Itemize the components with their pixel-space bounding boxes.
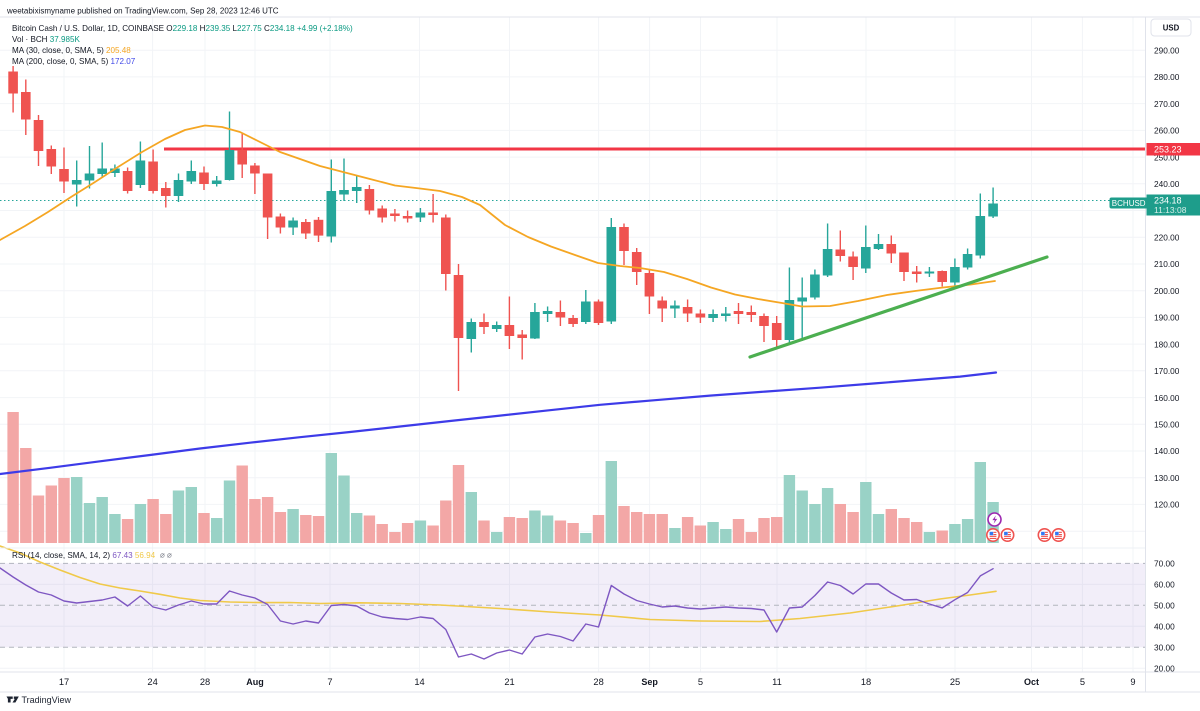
svg-text:253.23: 253.23 [1154,145,1182,155]
svg-text:180.00: 180.00 [1154,339,1180,349]
svg-text:190.00: 190.00 [1154,313,1180,323]
svg-text:120.00: 120.00 [1154,500,1180,510]
svg-text:MA (200, close, 0, SMA, 5) 172: MA (200, close, 0, SMA, 5) 172.07 [12,57,136,66]
svg-text:40.00: 40.00 [1154,622,1175,632]
svg-text:160.00: 160.00 [1154,393,1180,403]
svg-text:234.18: 234.18 [1154,196,1182,206]
svg-text:weetabixismyname published on: weetabixismyname published on TradingVie… [6,7,279,16]
svg-text:9: 9 [1130,677,1135,687]
svg-text:7: 7 [327,677,332,687]
svg-text:220.00: 220.00 [1154,232,1180,242]
svg-text:210.00: 210.00 [1154,259,1180,269]
svg-text:130.00: 130.00 [1154,473,1180,483]
svg-text:70.00: 70.00 [1154,559,1175,569]
svg-text:BCHUSD: BCHUSD [1112,199,1146,208]
svg-text:Sep: Sep [641,677,658,687]
svg-text:Oct: Oct [1024,677,1039,687]
svg-text:250.00: 250.00 [1154,152,1180,162]
svg-text:200.00: 200.00 [1154,286,1180,296]
svg-text:28: 28 [200,677,210,687]
svg-text:240.00: 240.00 [1154,179,1180,189]
svg-text:24: 24 [147,677,157,687]
svg-text:MA (30, close, 0, SMA, 5) 205.: MA (30, close, 0, SMA, 5) 205.48 [12,46,131,55]
svg-text:25: 25 [950,677,960,687]
svg-text:18: 18 [861,677,871,687]
svg-text:60.00: 60.00 [1154,580,1175,590]
svg-text:TradingView: TradingView [22,695,72,705]
svg-text:Vol · BCH 37.985K: Vol · BCH 37.985K [12,35,81,44]
svg-text:Bitcoin Cash / U.S. Dollar, 1D: Bitcoin Cash / U.S. Dollar, 1D, COINBASE… [12,24,353,33]
svg-text:290.00: 290.00 [1154,45,1180,55]
svg-text:260.00: 260.00 [1154,126,1180,136]
svg-text:14: 14 [414,677,424,687]
svg-text:RSI (14, close, SMA, 14, 2) 67: RSI (14, close, SMA, 14, 2) 67.43 56.94 [12,551,156,560]
svg-text:Aug: Aug [246,677,264,687]
svg-text:140.00: 140.00 [1154,446,1180,456]
svg-text:5: 5 [698,677,703,687]
svg-text:17: 17 [59,677,69,687]
svg-text:30.00: 30.00 [1154,642,1175,652]
svg-text:11: 11 [772,677,782,687]
svg-text:150.00: 150.00 [1154,420,1180,430]
svg-text:270.00: 270.00 [1154,99,1180,109]
svg-text:21: 21 [504,677,514,687]
svg-text:⌀ ⌀: ⌀ ⌀ [160,551,172,560]
svg-text:11:13:08: 11:13:08 [1154,205,1187,215]
svg-text:5: 5 [1080,677,1085,687]
svg-text:50.00: 50.00 [1154,601,1175,611]
svg-text:28: 28 [593,677,603,687]
svg-text:20.00: 20.00 [1154,663,1175,673]
svg-text:USD: USD [1163,24,1180,33]
svg-text:170.00: 170.00 [1154,366,1180,376]
svg-text:280.00: 280.00 [1154,72,1180,82]
